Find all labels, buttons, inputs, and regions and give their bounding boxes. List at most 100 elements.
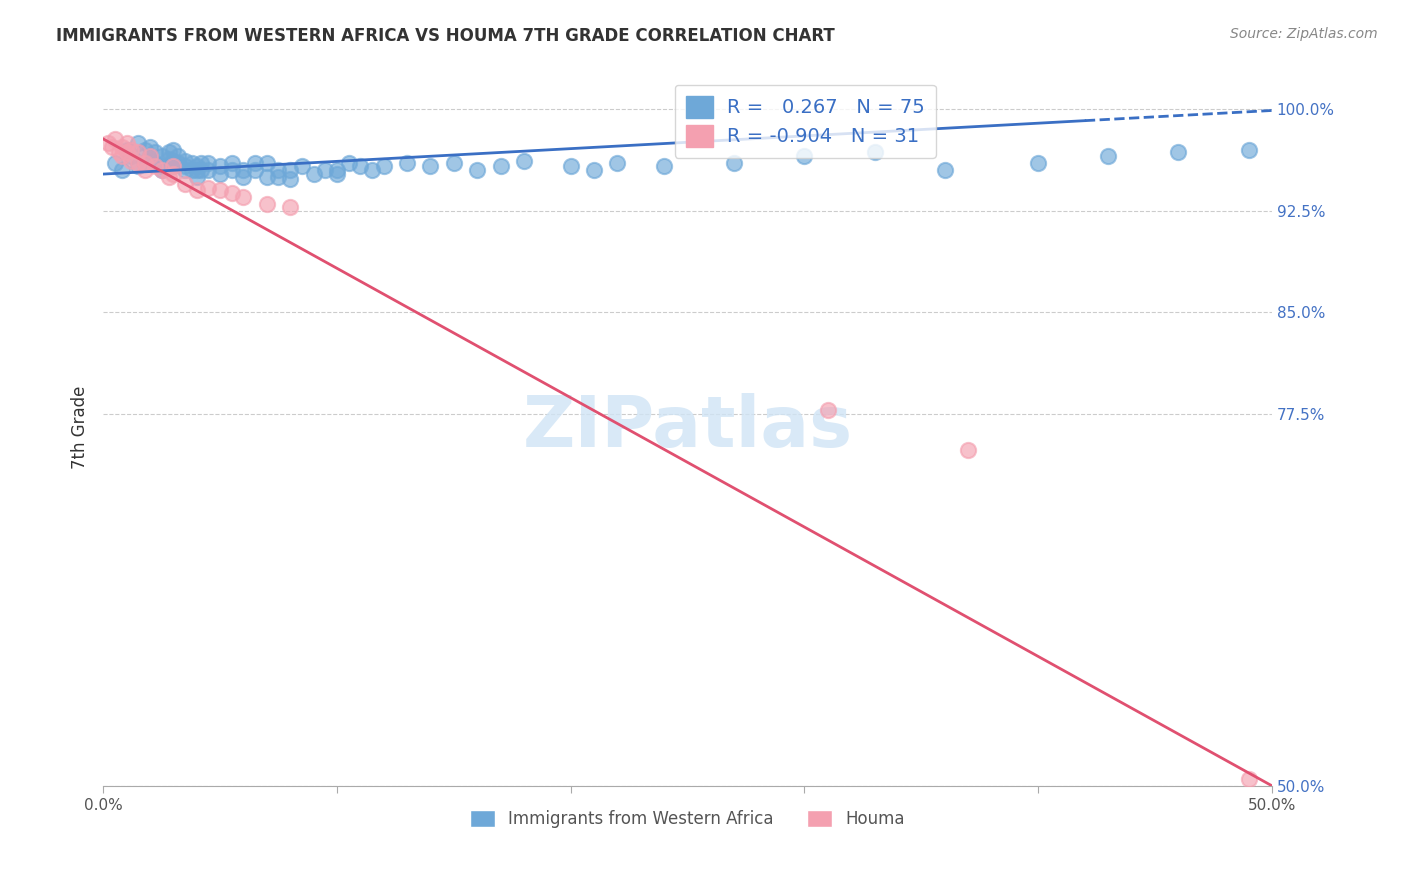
- Point: [174, 153, 197, 168]
- Point: [157, 152, 180, 166]
- Point: [104, 156, 127, 170]
- Point: [139, 149, 162, 163]
- Point: [134, 143, 156, 157]
- Point: [186, 159, 208, 173]
- Point: [349, 159, 371, 173]
- Point: [337, 156, 360, 170]
- Point: [560, 159, 582, 173]
- Point: [150, 159, 173, 173]
- Point: [326, 167, 349, 181]
- Point: [157, 145, 180, 160]
- Point: [134, 156, 156, 170]
- Point: [186, 183, 208, 197]
- Point: [115, 143, 138, 157]
- Point: [186, 163, 208, 178]
- Point: [208, 159, 231, 173]
- Point: [208, 167, 231, 181]
- Point: [221, 163, 243, 178]
- Point: [127, 136, 149, 150]
- Point: [162, 153, 184, 168]
- Point: [232, 163, 254, 178]
- Point: [278, 163, 301, 178]
- Point: [143, 156, 166, 170]
- Point: [606, 156, 628, 170]
- Point: [157, 169, 180, 184]
- Point: [256, 197, 278, 211]
- Point: [395, 156, 418, 170]
- Point: [373, 159, 395, 173]
- Point: [489, 159, 512, 173]
- Point: [139, 140, 162, 154]
- Point: [243, 156, 266, 170]
- Point: [190, 156, 212, 170]
- Point: [150, 149, 173, 163]
- Point: [267, 163, 290, 178]
- Text: Source: ZipAtlas.com: Source: ZipAtlas.com: [1230, 27, 1378, 41]
- Point: [863, 145, 886, 160]
- Point: [120, 143, 142, 157]
- Point: [256, 156, 278, 170]
- Point: [150, 163, 173, 178]
- Point: [120, 153, 142, 168]
- Point: [115, 136, 138, 150]
- Point: [221, 186, 243, 200]
- Point: [111, 163, 134, 178]
- Point: [127, 156, 149, 170]
- Point: [143, 159, 166, 173]
- Point: [1237, 772, 1260, 786]
- Text: ZIPatlas: ZIPatlas: [523, 392, 852, 462]
- Point: [174, 163, 197, 178]
- Point: [120, 149, 142, 163]
- Point: [162, 143, 184, 157]
- Point: [181, 163, 204, 178]
- Legend: Immigrants from Western Africa, Houma: Immigrants from Western Africa, Houma: [464, 804, 911, 835]
- Point: [197, 180, 219, 194]
- Point: [419, 159, 441, 173]
- Point: [267, 169, 290, 184]
- Point: [190, 163, 212, 178]
- Point: [127, 159, 149, 173]
- Point: [139, 149, 162, 163]
- Point: [1167, 145, 1189, 160]
- Point: [326, 163, 349, 178]
- Point: [1097, 149, 1119, 163]
- Point: [582, 163, 605, 178]
- Point: [167, 156, 190, 170]
- Point: [162, 159, 184, 173]
- Point: [186, 169, 208, 184]
- Point: [111, 140, 134, 154]
- Point: [278, 200, 301, 214]
- Point: [302, 167, 325, 181]
- Point: [108, 145, 131, 160]
- Point: [162, 167, 184, 181]
- Point: [197, 163, 219, 178]
- Text: IMMIGRANTS FROM WESTERN AFRICA VS HOUMA 7TH GRADE CORRELATION CHART: IMMIGRANTS FROM WESTERN AFRICA VS HOUMA …: [56, 27, 835, 45]
- Point: [208, 183, 231, 197]
- Point: [1237, 143, 1260, 157]
- Point: [1026, 156, 1049, 170]
- Point: [793, 149, 815, 163]
- Point: [101, 140, 124, 154]
- Y-axis label: 7th Grade: 7th Grade: [72, 385, 89, 469]
- Point: [361, 163, 384, 178]
- Point: [104, 132, 127, 146]
- Point: [513, 153, 536, 168]
- Point: [652, 159, 675, 173]
- Point: [243, 163, 266, 178]
- Point: [465, 163, 488, 178]
- Point: [232, 190, 254, 204]
- Point: [115, 145, 138, 160]
- Point: [174, 177, 197, 191]
- Point: [291, 159, 314, 173]
- Point: [817, 402, 839, 417]
- Point: [934, 163, 956, 178]
- Point: [314, 163, 336, 178]
- Point: [162, 159, 184, 173]
- Point: [127, 145, 149, 160]
- Point: [111, 149, 134, 163]
- Point: [134, 163, 156, 178]
- Point: [443, 156, 465, 170]
- Point: [167, 149, 190, 163]
- Point: [143, 145, 166, 160]
- Point: [956, 443, 979, 458]
